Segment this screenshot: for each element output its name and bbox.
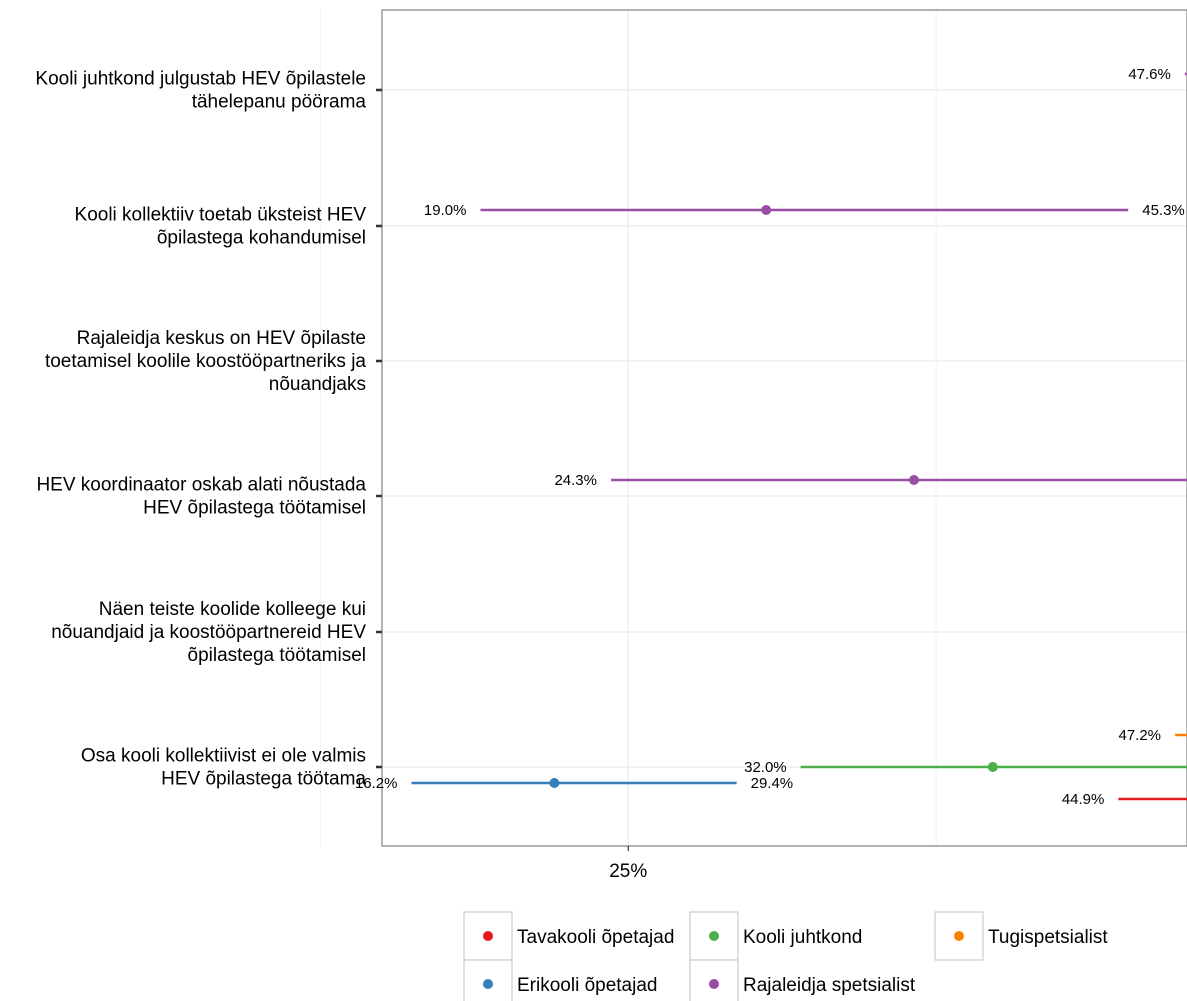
data-marks: 87.9%95.8%47.6%75.3%90.4%97.9%91.2%98.0%…	[355, 66, 1187, 808]
category-label: Kooli kollektiiv toetab üksteist HEV õpil…	[75, 205, 367, 249]
category-label: Rajaleidja keskus on HEV õpilaste toetami…	[45, 328, 366, 395]
legend-marker	[483, 979, 493, 989]
legend-label: Erikooli õpetajad	[517, 975, 657, 996]
legend-marker	[709, 979, 719, 989]
legend-item-raj: Rajaleidja spetsialist	[689, 959, 916, 1001]
point-raj	[761, 205, 772, 215]
x-tick-label: 25%	[609, 861, 647, 882]
low-value-label: 19.0%	[424, 202, 467, 219]
legend-item-eri: Erikooli õpetajad	[463, 959, 657, 1001]
axes: 25%50%75%100%Kooli juhtkond julgustab HE…	[35, 69, 647, 883]
category-label: Osa kooli kollektiivist ei ole valmis HEV…	[81, 746, 367, 790]
plot-panel-border	[381, 9, 1187, 847]
low-value-label: 32.0%	[744, 759, 787, 776]
legend-marker	[483, 931, 493, 941]
legend-label: Tavakooli õpetajad	[517, 927, 674, 948]
legend-item-kj: Kooli juhtkond	[689, 911, 862, 961]
low-value-label: 24.3%	[554, 472, 597, 489]
legend-label: Rajaleidja spetsialist	[743, 975, 916, 996]
low-value-label: 16.2%	[355, 775, 398, 792]
legend-item-tug: Tugispetsialist	[934, 911, 1108, 961]
legend-marker	[954, 931, 964, 941]
legend-label: Kooli juhtkond	[743, 927, 862, 948]
point-eri	[549, 778, 560, 788]
legend-label: Tugispetsialist	[988, 927, 1108, 948]
legend-marker	[709, 931, 719, 941]
category-label: Kooli juhtkond julgustab HEV õpilastele t…	[35, 69, 366, 113]
legend: Tavakooli õpetajad Kooli juhtkond Tugispet…	[463, 911, 1108, 1001]
category-label: HEV koordinaator oskab alati nõustada HEV…	[36, 475, 366, 519]
point-raj	[908, 475, 919, 485]
grid	[319, 10, 1187, 846]
high-value-label: 29.4%	[751, 775, 794, 792]
legend-item-tava: Tavakooli õpetajad	[463, 911, 674, 961]
low-value-label: 44.9%	[1062, 791, 1105, 808]
low-value-label: 47.2%	[1118, 727, 1161, 744]
category-label: Näen teiste koolide kolleege kui nõuandja…	[51, 599, 366, 666]
high-value-label: 45.3%	[1142, 202, 1185, 219]
point-kj	[987, 762, 998, 772]
low-value-label: 47.6%	[1128, 66, 1171, 83]
